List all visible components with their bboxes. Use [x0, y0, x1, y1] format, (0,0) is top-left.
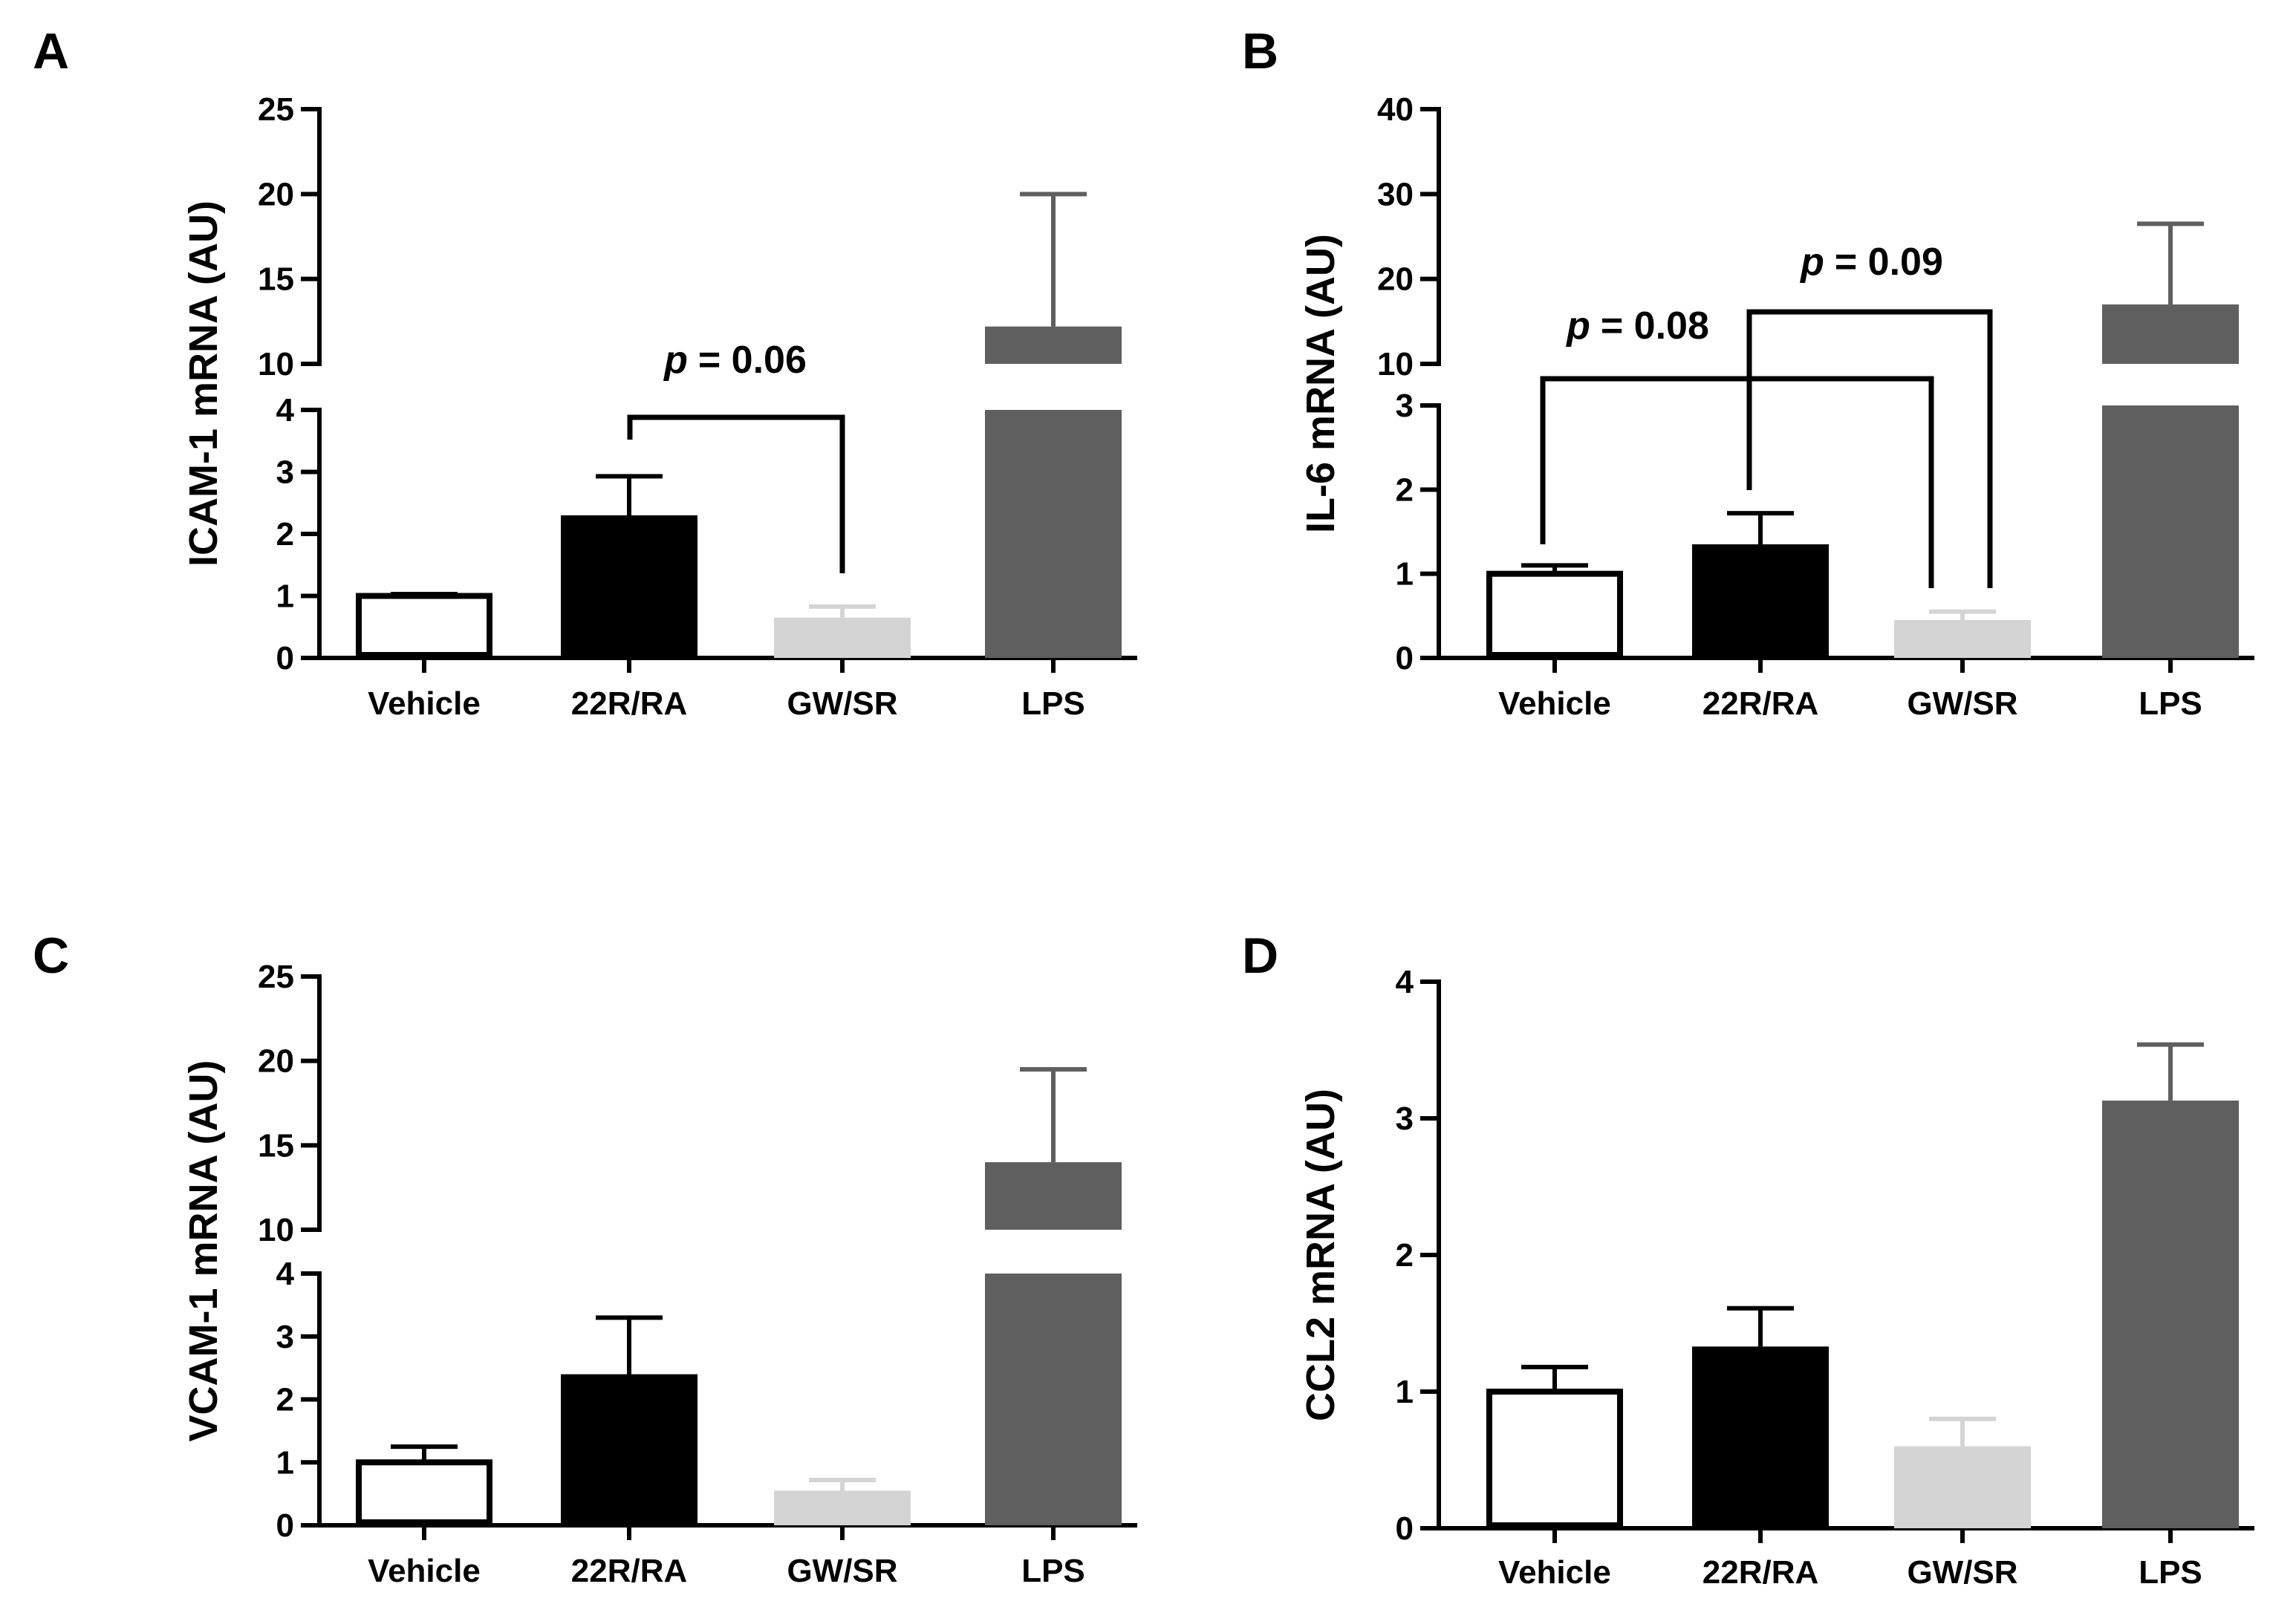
y-tick-label: 1	[1396, 556, 1414, 593]
x-tick-label: GW/SR	[1907, 685, 2017, 722]
bar	[1894, 620, 2031, 658]
y-tick-label: 0	[1396, 1510, 1414, 1547]
y-tick-label: 20	[258, 176, 294, 212]
bar-lower	[2102, 405, 2239, 658]
p-value-annotation: p = 0.09	[1799, 241, 1943, 284]
bar	[561, 515, 697, 658]
y-tick-label: 25	[258, 91, 294, 128]
y-axis-label: VCAM-1 mRNA (AU)	[181, 1060, 226, 1442]
x-tick-label: LPS	[1021, 1553, 1085, 1589]
panel-letter: D	[1242, 927, 1278, 984]
y-tick-label: 0	[1396, 640, 1414, 677]
x-tick-label: LPS	[2139, 1554, 2202, 1591]
p-value-text: = 0.08	[1601, 304, 1709, 348]
y-axis-label: CCL2 mRNA (AU)	[1298, 1089, 1343, 1421]
x-tick-label: Vehicle	[1498, 1554, 1611, 1591]
x-tick-label: GW/SR	[787, 1553, 897, 1589]
y-tick-label: 0	[276, 640, 294, 677]
bar	[356, 593, 492, 658]
y-tick-label: 4	[1396, 964, 1414, 1000]
y-tick-label: 3	[1396, 1101, 1414, 1137]
y-tick-label: 1	[276, 578, 294, 615]
y-tick-label: 2	[1396, 1237, 1414, 1274]
p-value-text: = 0.09	[1835, 241, 1943, 284]
panel-letter: A	[33, 23, 69, 79]
x-tick-label: LPS	[1021, 685, 1085, 722]
y-tick-label: 15	[258, 261, 294, 298]
bar-lower	[985, 410, 1122, 658]
x-tick-label: LPS	[2139, 685, 2202, 722]
bar-upper	[2102, 304, 2239, 364]
y-tick-label: 20	[1377, 261, 1414, 298]
significance-bracket	[627, 414, 845, 573]
y-tick-label: 4	[276, 1256, 295, 1292]
x-tick-label: Vehicle	[368, 1553, 481, 1589]
y-tick-label: 15	[258, 1127, 294, 1164]
y-tick-label: 1	[1396, 1374, 1414, 1410]
bar	[1692, 544, 1829, 658]
significance-bracket	[1540, 376, 1934, 588]
x-tick-label: 22R/RA	[571, 685, 688, 722]
y-tick-label: 25	[258, 959, 294, 995]
y-tick-label: 3	[1396, 388, 1414, 424]
x-tick-label: 22R/RA	[1703, 1554, 1819, 1591]
y-tick-label: 20	[258, 1043, 294, 1080]
y-tick-label: 10	[258, 346, 294, 382]
panel-letter: C	[33, 927, 69, 984]
bar	[1486, 570, 1623, 659]
bar	[1894, 1446, 2031, 1528]
p-value-annotation: p = 0.08	[1565, 304, 1709, 348]
y-tick-label: 10	[258, 1212, 294, 1248]
bar	[1692, 1346, 1829, 1528]
bar-lower	[985, 1274, 1122, 1525]
y-tick-label: 30	[1377, 176, 1414, 212]
bar-upper	[985, 1162, 1122, 1230]
y-tick-label: 2	[276, 516, 294, 552]
y-axis-label: IL-6 mRNA (AU)	[1298, 234, 1343, 533]
p-value-annotation: p = 0.06	[663, 339, 807, 382]
bar	[356, 1459, 492, 1525]
x-tick-label: 22R/RA	[571, 1553, 688, 1589]
x-tick-label: GW/SR	[1907, 1554, 2017, 1591]
bar	[2102, 1101, 2239, 1528]
bar	[561, 1374, 697, 1525]
y-tick-label: 2	[276, 1382, 294, 1418]
y-tick-label: 2	[1396, 472, 1414, 508]
p-value-text: = 0.06	[698, 339, 807, 382]
x-tick-label: Vehicle	[368, 685, 481, 722]
x-tick-label: 22R/RA	[1703, 685, 1819, 722]
y-tick-label: 0	[276, 1507, 294, 1544]
p-symbol: p	[1799, 241, 1824, 284]
y-tick-label: 3	[276, 1319, 294, 1355]
x-tick-label: Vehicle	[1498, 685, 1611, 722]
y-tick-label: 4	[276, 392, 295, 428]
bar	[774, 617, 911, 658]
x-tick-label: GW/SR	[787, 685, 897, 722]
p-symbol: p	[1565, 304, 1590, 348]
y-tick-label: 10	[1377, 346, 1414, 382]
y-axis-label: ICAM-1 mRNA (AU)	[181, 200, 226, 567]
y-tick-label: 1	[276, 1444, 294, 1481]
y-tick-label: 40	[1377, 91, 1414, 128]
bar	[774, 1490, 911, 1525]
significance-bracket	[1746, 309, 1993, 588]
p-symbol: p	[663, 339, 688, 382]
y-tick-label: 3	[276, 454, 294, 491]
bar-upper	[985, 326, 1122, 364]
panel-letter: B	[1242, 23, 1278, 79]
bar	[1486, 1389, 1623, 1528]
